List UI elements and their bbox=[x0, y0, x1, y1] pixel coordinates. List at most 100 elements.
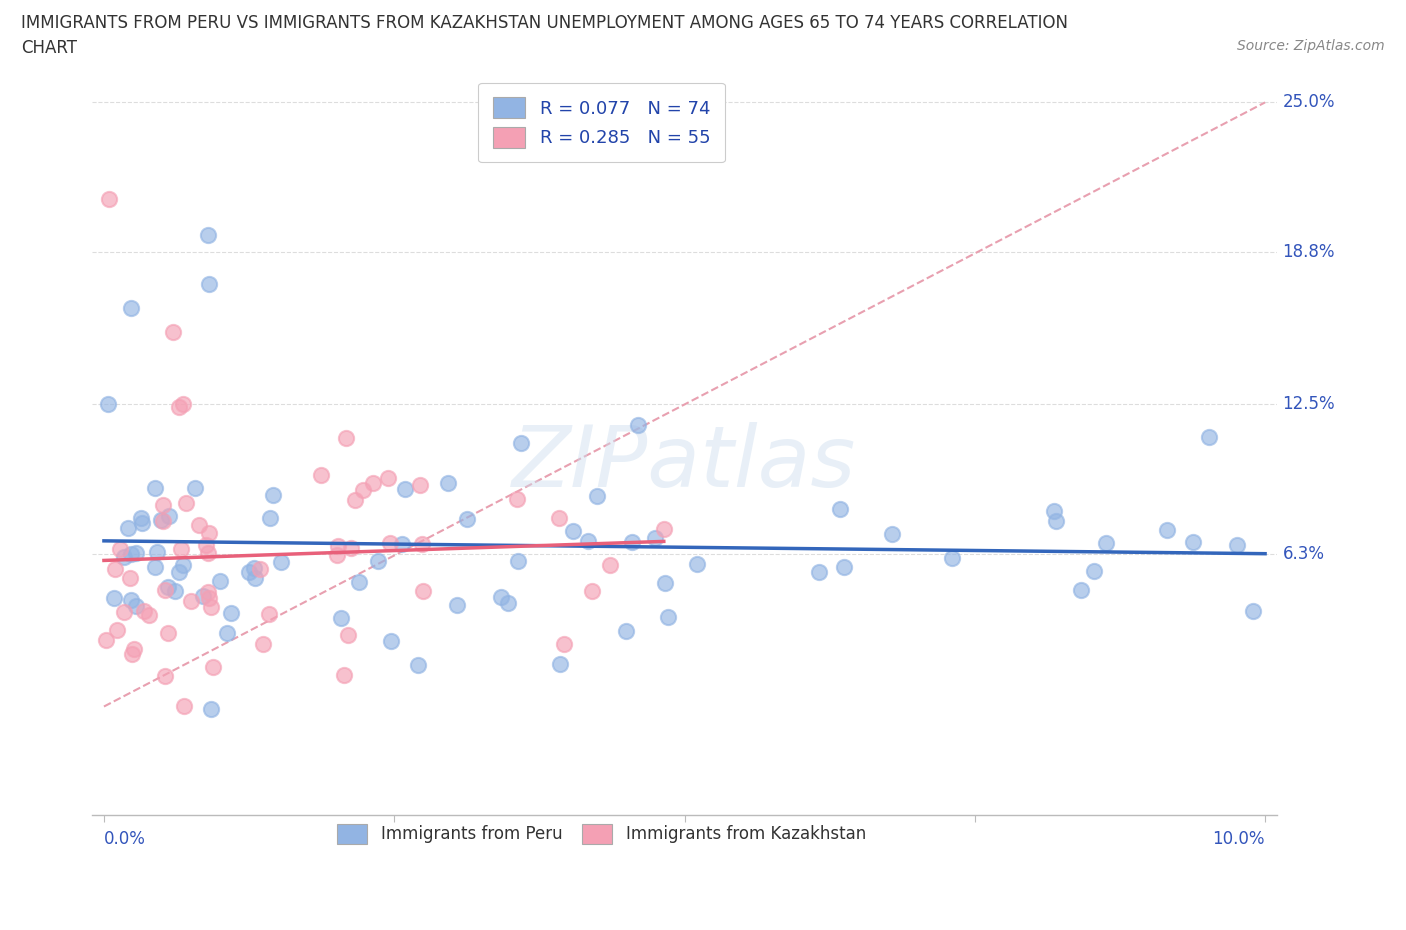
Point bbox=[120, 592, 142, 607]
Point bbox=[120, 547, 142, 562]
Point bbox=[509, 435, 531, 450]
Text: 6.3%: 6.3% bbox=[1282, 545, 1324, 564]
Point bbox=[437, 476, 460, 491]
Point bbox=[172, 397, 194, 412]
Point bbox=[97, 192, 120, 206]
Text: CHART: CHART bbox=[21, 39, 77, 57]
Legend: Immigrants from Peru, Immigrants from Kazakhstan: Immigrants from Peru, Immigrants from Ka… bbox=[329, 816, 875, 852]
Point bbox=[112, 549, 135, 564]
Point bbox=[162, 325, 184, 339]
Point bbox=[104, 562, 127, 577]
Point bbox=[122, 642, 145, 657]
Point bbox=[333, 668, 356, 683]
Point bbox=[112, 604, 135, 619]
Point bbox=[197, 591, 219, 605]
Point bbox=[262, 488, 284, 503]
Text: IMMIGRANTS FROM PERU VS IMMIGRANTS FROM KAZAKHSTAN UNEMPLOYMENT AMONG AGES 65 TO: IMMIGRANTS FROM PERU VS IMMIGRANTS FROM … bbox=[21, 14, 1069, 32]
Point bbox=[880, 526, 903, 541]
Point bbox=[201, 659, 224, 674]
Point bbox=[1226, 538, 1249, 552]
Point bbox=[167, 400, 190, 415]
Point bbox=[1156, 522, 1178, 537]
Point bbox=[394, 481, 416, 496]
Point bbox=[121, 646, 143, 661]
Point bbox=[548, 657, 571, 671]
Point bbox=[832, 560, 855, 575]
Point bbox=[1241, 604, 1264, 618]
Point bbox=[105, 622, 128, 637]
Point bbox=[208, 574, 231, 589]
Point bbox=[367, 553, 389, 568]
Point bbox=[94, 632, 117, 647]
Point bbox=[644, 530, 666, 545]
Point bbox=[1070, 582, 1092, 597]
Point bbox=[412, 584, 434, 599]
Point bbox=[941, 551, 963, 565]
Point bbox=[172, 558, 194, 573]
Point bbox=[152, 514, 174, 529]
Point bbox=[103, 591, 125, 605]
Point bbox=[380, 634, 402, 649]
Point bbox=[143, 559, 166, 574]
Point bbox=[581, 583, 603, 598]
Point bbox=[157, 509, 180, 524]
Point bbox=[1095, 535, 1118, 550]
Point bbox=[149, 512, 172, 527]
Point bbox=[562, 523, 585, 538]
Text: 12.5%: 12.5% bbox=[1282, 395, 1336, 414]
Point bbox=[489, 590, 512, 604]
Point bbox=[108, 541, 131, 556]
Point bbox=[330, 610, 353, 625]
Point bbox=[408, 478, 430, 493]
Point bbox=[197, 228, 219, 243]
Point bbox=[120, 300, 142, 315]
Point bbox=[657, 609, 679, 624]
Point bbox=[152, 498, 174, 512]
Point bbox=[1198, 430, 1220, 445]
Point bbox=[408, 658, 430, 672]
Point bbox=[221, 606, 243, 621]
Point bbox=[132, 604, 155, 618]
Point bbox=[496, 595, 519, 610]
Point bbox=[652, 522, 675, 537]
Point bbox=[326, 538, 349, 553]
Point bbox=[576, 534, 599, 549]
Point bbox=[187, 517, 209, 532]
Point bbox=[197, 545, 219, 560]
Point bbox=[194, 538, 217, 552]
Point bbox=[335, 431, 357, 445]
Point bbox=[184, 481, 207, 496]
Point bbox=[243, 561, 266, 576]
Point bbox=[830, 502, 852, 517]
Point bbox=[124, 545, 146, 560]
Text: 18.8%: 18.8% bbox=[1282, 244, 1336, 261]
Point bbox=[1042, 504, 1064, 519]
Point bbox=[337, 627, 360, 642]
Point bbox=[352, 483, 374, 498]
Point bbox=[620, 535, 643, 550]
Point bbox=[198, 525, 221, 540]
Text: Source: ZipAtlas.com: Source: ZipAtlas.com bbox=[1237, 39, 1385, 53]
Point bbox=[553, 636, 575, 651]
Point bbox=[340, 540, 363, 555]
Point bbox=[143, 481, 166, 496]
Point bbox=[456, 512, 478, 526]
Point bbox=[508, 553, 530, 568]
Point bbox=[125, 599, 148, 614]
Point bbox=[686, 557, 709, 572]
Point bbox=[1083, 564, 1105, 578]
Point bbox=[506, 492, 529, 507]
Point bbox=[249, 562, 271, 577]
Point bbox=[614, 624, 637, 639]
Point bbox=[238, 565, 260, 579]
Text: 0.0%: 0.0% bbox=[104, 830, 146, 848]
Point bbox=[377, 471, 399, 485]
Point bbox=[1181, 535, 1204, 550]
Point bbox=[129, 511, 152, 525]
Point bbox=[138, 607, 160, 622]
Point bbox=[548, 511, 571, 525]
Point bbox=[654, 576, 676, 591]
Point bbox=[326, 548, 349, 563]
Point bbox=[131, 515, 153, 530]
Point bbox=[180, 593, 202, 608]
